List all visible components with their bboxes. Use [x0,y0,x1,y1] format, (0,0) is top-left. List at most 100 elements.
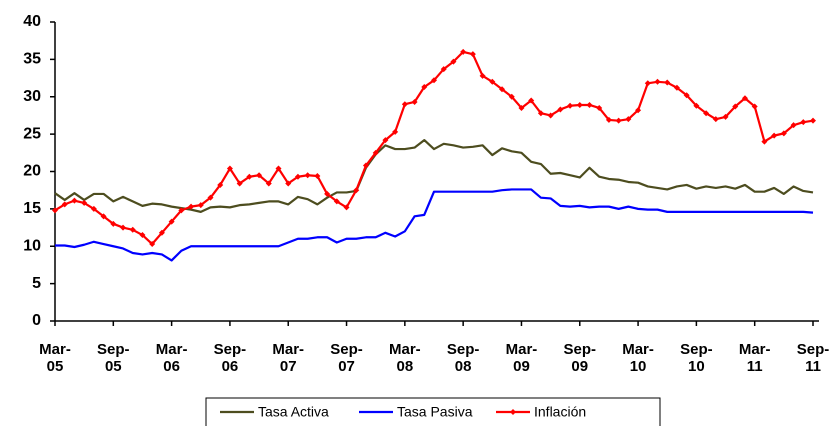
point-marker [810,117,816,124]
point-marker [149,241,156,248]
point-marker [265,180,272,187]
point-marker [751,103,758,110]
point-marker [741,95,748,102]
x-tick-label: Sep- 06 [213,341,247,375]
point-marker [790,122,797,129]
point-marker [771,132,778,139]
point-marker [372,149,379,156]
point-marker [576,101,583,108]
point-marker [411,98,418,105]
point-marker [343,204,350,211]
point-marker [469,51,476,58]
y-tick-label: 5 [32,275,41,292]
point-marker [226,165,233,172]
y-tick-label: 0 [32,312,41,329]
point-marker [644,80,651,87]
point-marker [129,226,136,233]
point-marker [207,194,214,201]
point-marker [508,93,515,100]
x-tick-label: Mar- 05 [39,341,71,375]
y-tick-label: 40 [23,13,41,30]
x-tick-label: Sep- 09 [563,341,597,375]
y-tick-label: 30 [23,88,41,105]
point-marker [761,138,768,145]
x-tick-label: Mar- 06 [155,341,188,375]
point-marker [625,116,632,123]
x-tick-label: Sep- 08 [446,341,480,375]
point-marker [120,224,127,231]
point-marker [246,173,253,180]
x-tick-label: Mar- 09 [505,341,538,375]
point-marker [236,180,243,187]
point-marker [547,112,554,119]
point-marker [586,101,593,108]
y-tick-label: 10 [23,237,41,254]
point-marker [392,128,399,135]
point-marker [635,107,642,114]
legend-label: Tasa Activa [258,404,329,420]
y-tick-label: 20 [23,163,41,180]
point-marker [567,102,574,109]
point-marker [256,172,263,179]
point-marker [110,220,117,227]
y-tick-label: 15 [23,200,41,217]
point-marker [518,104,525,111]
point-marker [285,180,292,187]
point-marker [314,172,321,179]
point-marker [362,162,369,169]
point-marker [421,84,428,91]
x-tick-label: Mar- 11 [738,341,771,375]
point-marker [81,199,88,206]
point-marker [333,198,340,205]
point-marker [489,78,496,85]
point-marker [703,110,710,117]
point-marker [158,229,165,236]
point-marker [732,103,739,110]
legend-label: Inflación [534,404,586,420]
x-tick-label: Sep- 07 [330,341,363,375]
point-marker [178,207,185,214]
point-marker [324,190,331,197]
point-marker [537,110,544,117]
point-marker [197,202,204,209]
point-marker [431,77,437,84]
series-line [54,139,814,213]
point-marker [557,106,564,113]
point-marker [800,119,807,126]
legend-box [205,397,661,426]
point-marker [722,113,729,120]
point-marker [100,213,107,220]
x-tick-label: Mar- 07 [272,341,305,375]
point-marker [304,172,311,179]
point-marker [654,78,661,85]
x-tick-label: Sep- 11 [796,341,830,375]
point-marker [499,86,506,93]
point-marker [61,201,68,208]
legend-marker [510,409,516,415]
point-marker [693,102,700,109]
point-marker [664,79,671,86]
series-line [55,188,814,262]
point-marker [440,66,447,73]
y-tick-label: 25 [23,125,41,142]
point-marker [683,92,690,99]
point-marker [401,101,408,108]
point-marker [596,104,603,111]
x-tick-label: Mar- 08 [389,341,421,375]
point-marker [71,197,78,204]
point-marker [353,187,360,194]
point-marker [479,72,486,79]
point-marker [188,203,195,210]
x-tick-label: Sep- 05 [97,341,130,375]
legend-label: Tasa Pasiva [397,404,473,420]
x-tick-label: Sep- 10 [680,341,713,375]
point-marker [460,48,467,55]
point-marker [139,232,146,239]
point-marker [168,218,175,225]
x-tick-label: Mar- 10 [622,341,654,375]
point-marker [450,58,457,65]
point-marker [275,165,282,172]
point-marker [90,205,97,212]
